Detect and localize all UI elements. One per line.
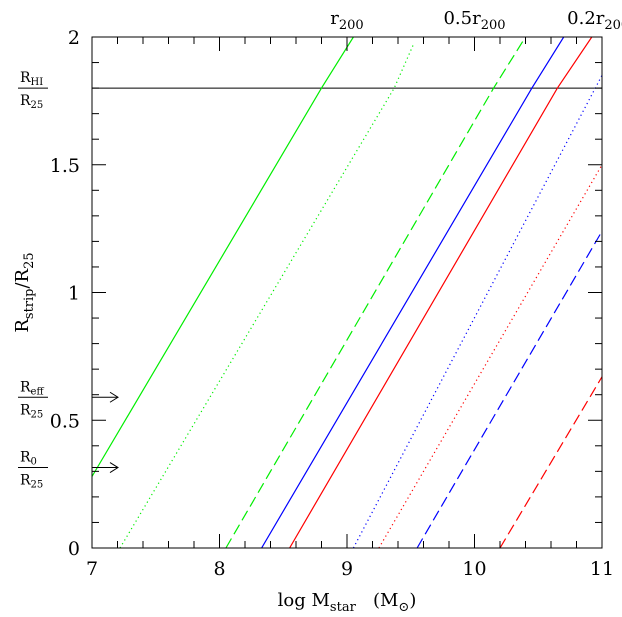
x-axis-title: log Mstar (M⊙) bbox=[278, 590, 417, 615]
series-line-6 bbox=[352, 75, 602, 548]
axis-ticks bbox=[91, 36, 603, 549]
plot-layer bbox=[92, 37, 602, 548]
plot-frame bbox=[91, 36, 603, 549]
arrow-head bbox=[109, 462, 119, 473]
y-tick-label: 0.5 bbox=[50, 410, 80, 432]
series-line-3 bbox=[225, 37, 527, 548]
ratio-denominator: R25 bbox=[20, 402, 43, 420]
y-tick-label: 2 bbox=[68, 27, 80, 49]
top-label-1: r200 bbox=[330, 8, 363, 33]
x-tick-label: 11 bbox=[590, 558, 614, 580]
y-tick-label: 0 bbox=[68, 538, 80, 560]
series-line-4 bbox=[261, 37, 565, 548]
top-label-2: 0.5r200 bbox=[443, 8, 505, 33]
arrow-head bbox=[109, 391, 119, 403]
series-line-1 bbox=[92, 37, 354, 477]
ratio-numerator: RHI bbox=[20, 70, 43, 88]
series-line-8 bbox=[416, 230, 602, 548]
series-line-2 bbox=[119, 44, 414, 548]
x-tick-label: 8 bbox=[213, 558, 225, 580]
ratio-numerator: R0 bbox=[20, 450, 37, 468]
x-tick-label: 10 bbox=[462, 558, 486, 580]
y-tick-label: 1.5 bbox=[50, 155, 80, 177]
ratio-numerator: Reff bbox=[20, 379, 44, 397]
series-line-5 bbox=[289, 37, 593, 548]
y-axis-title: Rstrip/R25 bbox=[12, 252, 37, 332]
top-label-3: 0.2r200 bbox=[567, 8, 622, 33]
x-tick-label: 7 bbox=[86, 558, 98, 580]
ratio-label-2: Reff R25 bbox=[18, 379, 119, 420]
ratio-denominator: R25 bbox=[20, 93, 43, 111]
ratio-denominator: R25 bbox=[20, 473, 43, 491]
x-tick-label: 9 bbox=[341, 558, 353, 580]
ratio-label-1: RHI R25 bbox=[18, 70, 48, 111]
y-tick-label: 1 bbox=[68, 283, 80, 305]
series-line-7 bbox=[378, 164, 602, 548]
axis-labels: 7 8 9 10 11 0 0.5 1 1.5 2 log Mstar (M⊙) Rstrip/R25… bbox=[12, 8, 622, 615]
series-line-9 bbox=[499, 376, 602, 548]
